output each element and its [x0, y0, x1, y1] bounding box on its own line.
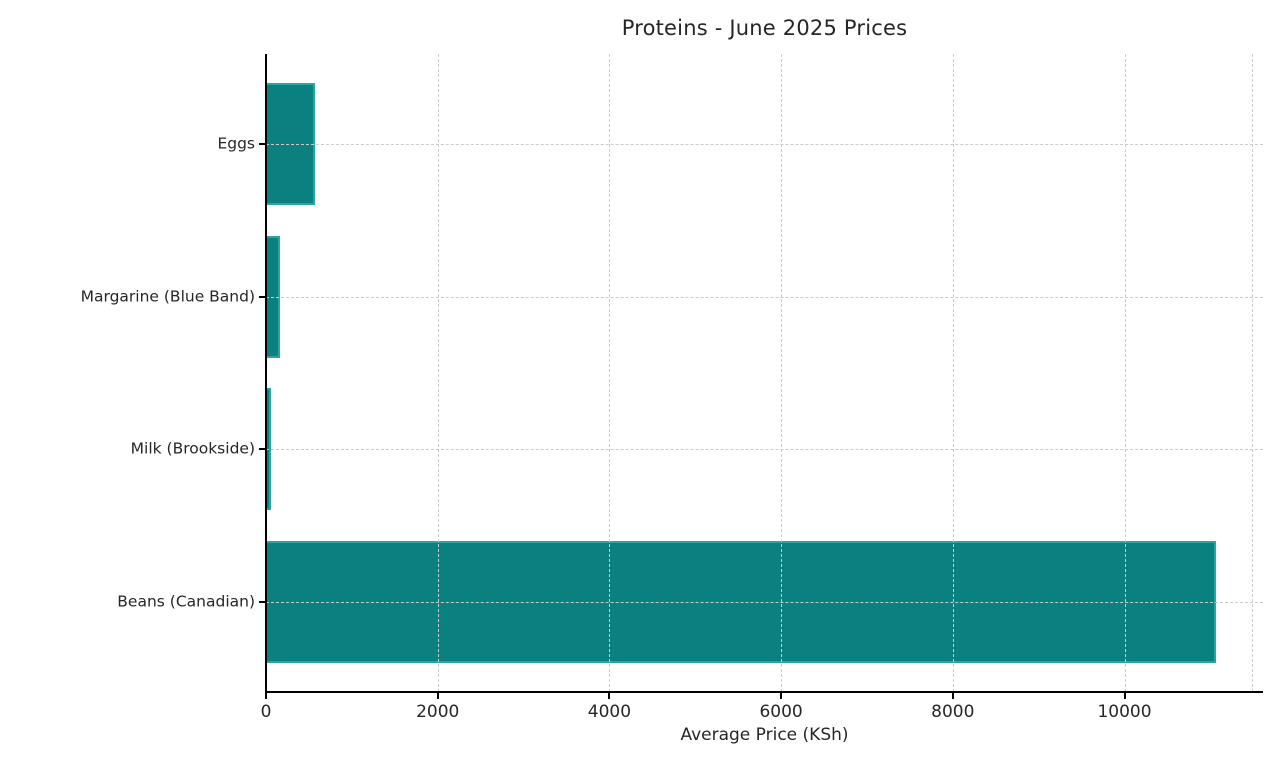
- chart-title: Proteins - June 2025 Prices: [621, 16, 908, 40]
- x-tick-label: 4000: [587, 702, 632, 722]
- x-tick-label: 6000: [759, 702, 803, 722]
- y-tick-mark: [259, 143, 266, 146]
- x-gridline: [952, 54, 954, 692]
- x-tick-mark: [608, 692, 611, 699]
- x-gridline: [1124, 54, 1126, 692]
- y-tick-label: Eggs: [217, 134, 255, 153]
- y-tick-label: Milk (Brookside): [130, 439, 255, 458]
- y-gridline: [266, 601, 1263, 603]
- x-axis-line: [266, 691, 1263, 693]
- y-tick-label: Beans (Canadian): [117, 592, 255, 611]
- x-tick-mark: [1123, 692, 1126, 699]
- x-tick-label: 10000: [1097, 702, 1152, 722]
- x-gridline: [437, 54, 439, 692]
- x-tick-mark: [436, 692, 439, 699]
- x-tick-label: 0: [260, 702, 272, 722]
- y-tick-mark: [259, 295, 266, 298]
- bar-milk-brookside: [266, 388, 271, 511]
- y-tick-mark: [259, 600, 266, 603]
- x-tick-mark: [265, 692, 267, 699]
- x-tick-mark: [951, 692, 954, 699]
- y-gridline: [266, 449, 1263, 451]
- y-axis-line: [265, 54, 267, 692]
- x-tick-label: 2000: [416, 702, 460, 722]
- y-gridline: [266, 296, 1263, 298]
- x-gridline: [609, 54, 611, 692]
- x-gridline: [781, 54, 783, 692]
- x-tick-mark: [780, 692, 783, 699]
- y-tick-mark: [259, 448, 266, 451]
- x-gridline-right-edge: [1252, 54, 1253, 692]
- x-tick-label: 8000: [931, 702, 975, 722]
- plot-area: 0 2000 4000 6000 8000 10000 Eggs Margarine (Blu…: [81, 54, 1263, 722]
- x-axis-title: Average Price (KSh): [680, 725, 849, 745]
- y-tick-label: Margarine (Blue Band): [80, 287, 255, 306]
- y-gridline: [266, 144, 1263, 146]
